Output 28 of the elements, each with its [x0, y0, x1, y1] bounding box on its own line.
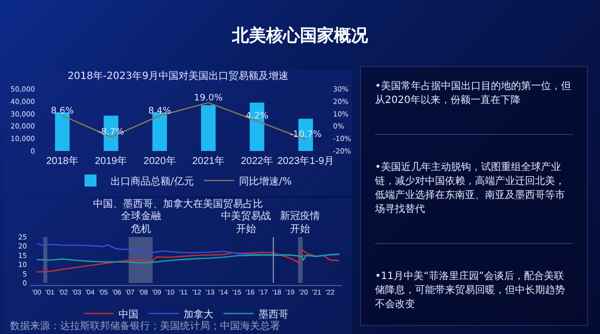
- chart-title: 2018年-2023年9月中国对美国出口贸易额及增速: [68, 70, 288, 82]
- legend-label: 加拿大: [184, 308, 214, 320]
- chart-title: 中国、墨西哥、加拿大在美国贸易占比: [93, 198, 263, 210]
- band-label: 新冠疫情开始: [280, 210, 320, 235]
- legend-label: 出口商品总额/亿元: [110, 175, 194, 188]
- text: •美国常年占据中国出口目的地的第一位，但从2020年以来，份额一直在下降: [375, 80, 572, 108]
- legend-label: 同比增速/%: [238, 175, 292, 188]
- x-tick-label: 2023年1-9月: [277, 155, 334, 167]
- line-series: [36, 242, 340, 257]
- x-tick-label: 2019年: [94, 155, 128, 167]
- ref-line-label: 中美贸易战开始: [221, 210, 271, 235]
- line-series: [36, 249, 340, 273]
- x-tick-label: 2020年: [144, 155, 176, 167]
- bar: [152, 112, 167, 151]
- x-tick-label: 2021年: [192, 155, 224, 167]
- text: 北美核心国家概况: [230, 25, 369, 47]
- x-tick-label: 2018年: [46, 155, 78, 167]
- x-tick-label: 2022年: [240, 155, 274, 167]
- bar: [55, 112, 70, 151]
- source-note: 数据来源：达拉斯联邦储备银行；美国统计局；中国海关总署: [10, 320, 280, 332]
- text: •11月中美“菲洛里庄园”会谈后，配合美联储降息，可能带来贸易回暖，但中长期趋势不会改变: [375, 270, 566, 312]
- bar: [201, 105, 216, 151]
- legend-label: 墨西哥: [258, 309, 288, 320]
- data-label: 19.0%: [194, 93, 224, 104]
- line-series: [36, 254, 340, 264]
- band-label: 全球金融危机: [121, 210, 161, 235]
- legend-label: 中国: [118, 308, 138, 320]
- text: •美国近几年主动脱钩，试图重组全球产业链，减少对中国依赖，高端产业迁回北美，低端产业选择在东南亚、南亚及墨西哥等市场寻找替代: [375, 161, 566, 217]
